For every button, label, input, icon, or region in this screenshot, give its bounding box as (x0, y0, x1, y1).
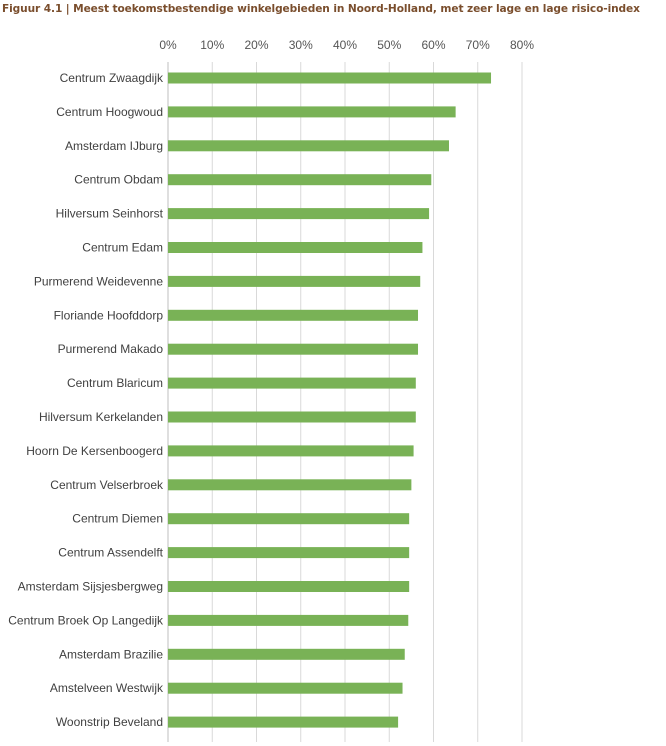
bar (168, 716, 399, 728)
category-label: Floriande Hoofddorp (54, 308, 164, 322)
category-label: Hilversum Seinhorst (56, 207, 164, 221)
x-tick-label: 30% (289, 38, 313, 52)
bar (168, 208, 430, 220)
category-label: Centrum Edam (82, 241, 163, 255)
category-label: Centrum Diemen (72, 512, 163, 526)
figure-title: Figuur 4.1 | Meest toekomstbestendige wi… (2, 3, 640, 15)
bar (168, 174, 432, 186)
bar (168, 72, 492, 84)
category-label: Amsterdam Sijsjesbergweg (18, 580, 163, 594)
bar (168, 479, 412, 491)
category-label: Hilversum Kerkelanden (39, 410, 163, 424)
bar (168, 309, 419, 321)
bars (168, 72, 492, 728)
category-label: Centrum Hoogwoud (56, 105, 163, 119)
category-label: Woonstrip Beveland (56, 715, 163, 729)
bar (168, 411, 416, 423)
bar (168, 140, 449, 152)
bar (168, 106, 456, 118)
x-tick-label: 20% (244, 38, 268, 52)
bar (168, 648, 405, 660)
bar (168, 581, 410, 592)
x-tick-label: 40% (333, 38, 357, 52)
x-tick-label: 60% (421, 38, 445, 52)
category-label: Amstelveen Westwijk (50, 681, 164, 695)
category-label: Amsterdam Brazilie (59, 647, 163, 661)
category-label: Centrum Blaricum (67, 376, 163, 390)
x-axis-ticks: 0% 10% 20% 30% 40% 50% 60% 70% 80% (159, 38, 534, 52)
bar (168, 275, 421, 287)
category-label: Centrum Assendelft (58, 546, 163, 560)
bar (168, 343, 419, 355)
category-label: Amsterdam IJburg (65, 139, 163, 153)
gridlines (167, 62, 523, 742)
bar (168, 682, 403, 694)
x-tick-label: 50% (377, 38, 401, 52)
category-label: Purmerend Makado (58, 342, 164, 356)
bar (168, 513, 410, 525)
category-label: Purmerend Weidevenne (34, 274, 164, 288)
bar (168, 445, 414, 457)
category-label: Centrum Broek Op Langedijk (8, 613, 164, 627)
category-label: Centrum Velserbroek (50, 478, 164, 492)
category-label: Centrum Zwaagdijk (60, 71, 164, 85)
bar (168, 242, 423, 253)
x-tick-label: 80% (510, 38, 534, 52)
x-tick-label: 10% (200, 38, 224, 52)
x-tick-label: 0% (159, 38, 177, 52)
bar (168, 547, 410, 559)
bar (168, 377, 416, 389)
x-tick-label: 70% (466, 38, 490, 52)
category-labels: Centrum Zwaagdijk Centrum Hoogwoud Amsterd… (8, 71, 164, 729)
category-label: Hoorn De Kersenboogerd (26, 444, 163, 458)
bar (168, 614, 409, 626)
category-label: Centrum Obdam (74, 173, 163, 187)
